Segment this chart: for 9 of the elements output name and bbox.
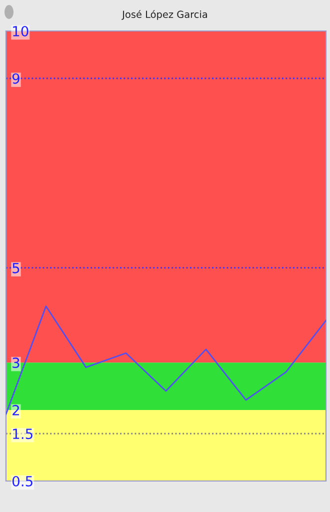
chart-title: José López Garcia [122, 10, 207, 20]
y-tick-label: 10 [13, 26, 28, 36]
y-tick-label: 2 [12, 404, 19, 416]
y-tick-label: 1.5 [13, 428, 32, 440]
y-tick-label: 0.5 [12, 476, 32, 486]
y-tick-label: 3 [12, 358, 20, 368]
line-series [6, 306, 326, 415]
y-tick-label: 9 [12, 73, 20, 84]
y-tick-label: 5 [12, 262, 20, 274]
